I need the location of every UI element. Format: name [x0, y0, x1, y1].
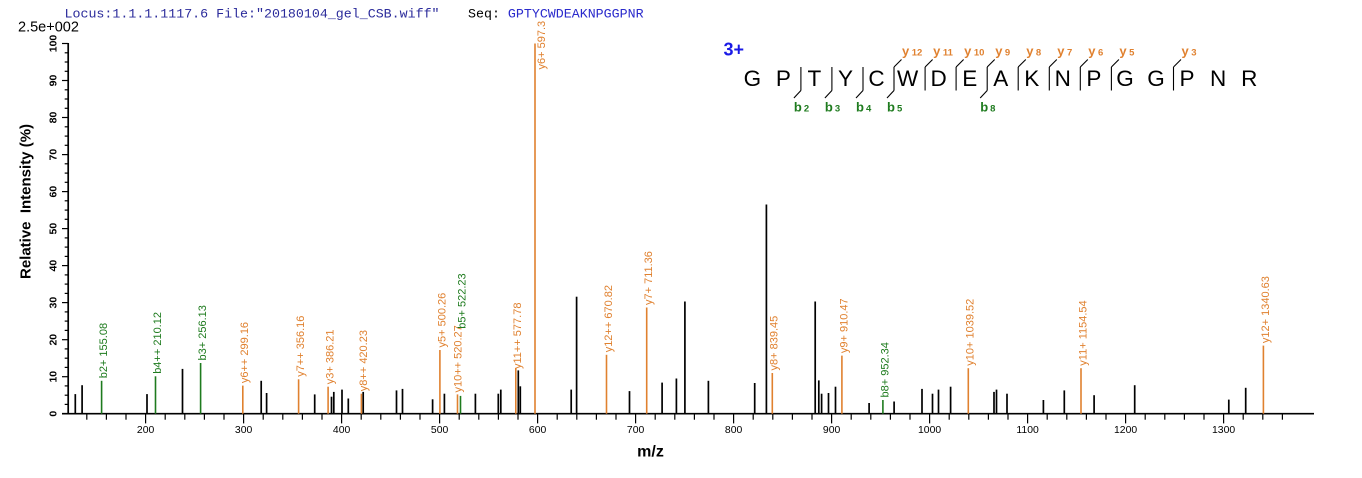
- svg-text:20: 20: [48, 334, 60, 346]
- svg-text:G: G: [1147, 66, 1165, 91]
- svg-text:K: K: [1024, 66, 1039, 91]
- svg-text:Relative Intensity (%): Relative Intensity (%): [18, 124, 35, 279]
- svg-text:P: P: [1086, 66, 1101, 91]
- svg-text:70: 70: [48, 149, 60, 161]
- svg-text:Seq: GPTYCWDEAKNPGGPNR: Seq: GPTYCWDEAKNPGGPNR: [468, 7, 644, 22]
- svg-text:b2: b2: [794, 100, 809, 115]
- svg-text:80: 80: [48, 112, 60, 124]
- svg-text:60: 60: [48, 186, 60, 198]
- svg-text:y10: y 10: [964, 44, 984, 59]
- svg-text:y9+ 910.47: y9+ 910.47: [838, 298, 850, 353]
- svg-text:G: G: [1116, 66, 1134, 91]
- svg-text:y11: y 11: [933, 44, 953, 59]
- svg-text:1000: 1000: [918, 425, 941, 436]
- svg-text:y12+ 1340.63: y12+ 1340.63: [1260, 276, 1272, 343]
- svg-text:W: W: [897, 66, 919, 91]
- svg-text:0: 0: [48, 411, 60, 417]
- svg-text:b8: b8: [980, 100, 995, 115]
- svg-text:A: A: [993, 66, 1008, 91]
- svg-text:90: 90: [48, 75, 60, 87]
- svg-text:E: E: [962, 66, 977, 91]
- svg-text:y10+ 1039.52: y10+ 1039.52: [965, 299, 977, 366]
- svg-text:1300: 1300: [1212, 425, 1235, 436]
- svg-text:N: N: [1055, 66, 1071, 91]
- svg-text:y7++ 356.16: y7++ 356.16: [295, 316, 307, 377]
- svg-text:y7+ 711.36: y7+ 711.36: [643, 251, 655, 305]
- svg-text:b4++ 210.12: b4++ 210.12: [152, 312, 164, 374]
- svg-text:R: R: [1241, 66, 1257, 91]
- svg-text:y11+ 1154.54: y11+ 1154.54: [1077, 300, 1089, 365]
- svg-text:N: N: [1210, 66, 1226, 91]
- svg-text:b8+ 952.34: b8+ 952.34: [879, 342, 891, 397]
- svg-text:G: G: [744, 66, 762, 91]
- svg-text:3+: 3+: [724, 40, 745, 60]
- svg-text:y6+ 597.3: y6+ 597.3: [536, 21, 548, 70]
- svg-text:400: 400: [333, 425, 351, 436]
- svg-text:Y: Y: [838, 66, 853, 91]
- svg-text:1100: 1100: [1016, 425, 1039, 436]
- svg-text:10: 10: [48, 371, 60, 383]
- svg-text:y12++ 670.82: y12++ 670.82: [603, 285, 615, 352]
- svg-text:Locus:1.1.1.1117.6 File:"20180: Locus:1.1.1.1117.6 File:"20180104_gel_CS…: [65, 7, 440, 22]
- svg-text:b5+ 522.23: b5+ 522.23: [457, 273, 469, 328]
- svg-text:y10++ 520.27: y10++ 520.27: [453, 325, 465, 392]
- svg-text:b2+ 155.08: b2+ 155.08: [98, 323, 110, 378]
- svg-text:y12: y 12: [902, 44, 922, 59]
- svg-text:50: 50: [48, 223, 60, 235]
- svg-text:C: C: [868, 66, 884, 91]
- svg-text:y8++ 420.23: y8++ 420.23: [358, 330, 370, 391]
- svg-text:T: T: [808, 66, 822, 91]
- svg-text:y11++ 577.78: y11++ 577.78: [512, 303, 524, 369]
- svg-text:1200: 1200: [1114, 425, 1137, 436]
- svg-text:P: P: [1179, 66, 1194, 91]
- svg-text:y6++ 299.16: y6++ 299.16: [239, 322, 251, 383]
- svg-text:700: 700: [627, 425, 645, 436]
- svg-text:D: D: [930, 66, 946, 91]
- svg-text:y3+ 386.21: y3+ 386.21: [325, 329, 337, 384]
- svg-text:y8+ 839.45: y8+ 839.45: [769, 316, 781, 371]
- svg-text:P: P: [776, 66, 791, 91]
- svg-text:b3+ 256.13: b3+ 256.13: [197, 305, 209, 360]
- svg-text:b3: b3: [825, 100, 840, 115]
- svg-text:900: 900: [823, 425, 841, 436]
- svg-text:800: 800: [725, 425, 743, 436]
- svg-text:2.5e+002: 2.5e+002: [18, 20, 79, 36]
- svg-text:40: 40: [48, 260, 60, 272]
- svg-text:500: 500: [431, 425, 449, 436]
- svg-text:200: 200: [137, 425, 155, 436]
- svg-text:100: 100: [48, 35, 60, 53]
- svg-text:y5+ 500.26: y5+ 500.26: [436, 293, 448, 348]
- svg-text:600: 600: [529, 425, 547, 436]
- svg-text:m/z: m/z: [637, 444, 664, 461]
- svg-text:30: 30: [48, 297, 60, 309]
- svg-text:300: 300: [235, 425, 253, 436]
